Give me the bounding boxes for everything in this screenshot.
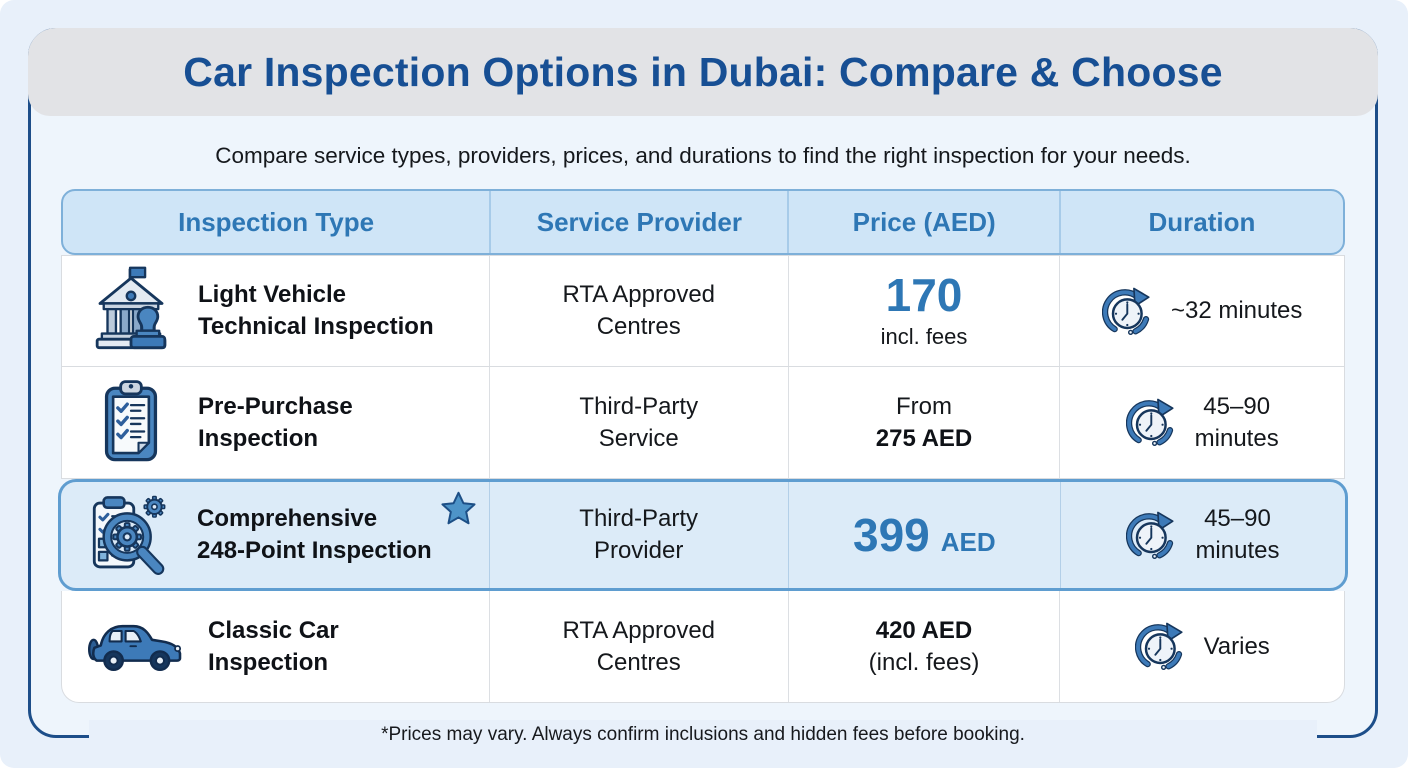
- duration-cell: Varies: [1059, 591, 1344, 702]
- price-value: 420 AED: [875, 616, 973, 644]
- column-header-price: Price (AED): [787, 191, 1058, 253]
- page-subtitle: Compare service types, providers, prices…: [215, 143, 1191, 168]
- price-cell: 399 AED: [787, 482, 1060, 588]
- title-band: Car Inspection Options in Dubai: Compare…: [28, 28, 1378, 116]
- inspection-type-label: Comprehensive 248-Point Inspection: [197, 505, 432, 564]
- inspection-type-cell: Pre-Purchase Inspection: [62, 367, 489, 478]
- table-row-pre-purchase: Pre-Purchase Inspection Third-Party Serv…: [61, 367, 1345, 479]
- column-header-duration: Duration: [1058, 191, 1343, 253]
- inspection-type-label: Classic Car Inspection: [208, 616, 339, 676]
- price-cell: From 275 AED: [787, 367, 1060, 478]
- duration-cell: 45–90 minutes: [1059, 482, 1345, 588]
- bank-stamp-icon: [84, 264, 178, 358]
- duration-cell: 45–90 minutes: [1059, 367, 1344, 478]
- classic-car-icon: [84, 615, 188, 679]
- price-value: 170: [885, 268, 963, 321]
- inspection-type-cell: Classic Car Inspection: [62, 591, 489, 702]
- price-cell: 420 AED (incl. fees): [787, 591, 1060, 702]
- footnote: *Prices may vary. Always confirm inclusi…: [89, 720, 1317, 750]
- table-row-comprehensive-highlighted: Comprehensive 248-Point Inspection Third…: [58, 479, 1348, 591]
- duration-cell: ~32 minutes: [1059, 256, 1344, 366]
- table-row-light-vehicle: Light Vehicle Technical Inspection RTA A…: [61, 255, 1345, 367]
- price-cell: 170 incl. fees: [787, 256, 1060, 366]
- table-header-row: Inspection Type Service Provider Price (…: [61, 189, 1345, 255]
- inspection-type-label: Pre-Purchase Inspection: [198, 392, 353, 452]
- service-provider-cell: Third-Party Provider: [488, 482, 788, 588]
- service-provider-cell: RTA Approved Centres: [488, 591, 788, 702]
- column-header-service-provider: Service Provider: [489, 191, 787, 253]
- column-header-inspection-type: Inspection Type: [178, 206, 375, 237]
- magnifier-gears-checklist-icon: [83, 488, 177, 582]
- price-note: (incl. fees): [868, 648, 980, 676]
- clock-arrow-icon: [1102, 284, 1157, 339]
- comparison-table: Inspection Type Service Provider Price (…: [58, 189, 1348, 703]
- price-prefix: From: [896, 392, 952, 420]
- price-value: 275 AED: [875, 424, 973, 452]
- clipboard-checklist-icon: [84, 376, 178, 470]
- table-row-classic-car: Classic Car Inspection RTA Approved Cent…: [61, 591, 1345, 703]
- clock-arrow-icon: [1126, 395, 1181, 450]
- star-icon: [440, 490, 477, 527]
- inspection-type-cell: Comprehensive 248-Point Inspection: [61, 482, 489, 588]
- price-note: incl. fees: [880, 324, 968, 350]
- clock-arrow-icon: [1135, 619, 1190, 674]
- price-value: 399: [853, 508, 930, 561]
- main-card: Car Inspection Options in Dubai: Compare…: [28, 28, 1378, 750]
- inspection-type-cell: Light Vehicle Technical Inspection: [62, 256, 489, 366]
- service-provider-cell: RTA Approved Centres: [488, 256, 788, 366]
- clock-arrow-icon: [1126, 508, 1181, 563]
- price-currency: AED: [940, 526, 996, 557]
- inspection-type-label: Light Vehicle Technical Inspection: [198, 281, 434, 340]
- page-title: Car Inspection Options in Dubai: Compare…: [183, 48, 1223, 95]
- service-provider-cell: Third-Party Service: [488, 367, 788, 478]
- table-body: Light Vehicle Technical Inspection RTA A…: [58, 255, 1348, 703]
